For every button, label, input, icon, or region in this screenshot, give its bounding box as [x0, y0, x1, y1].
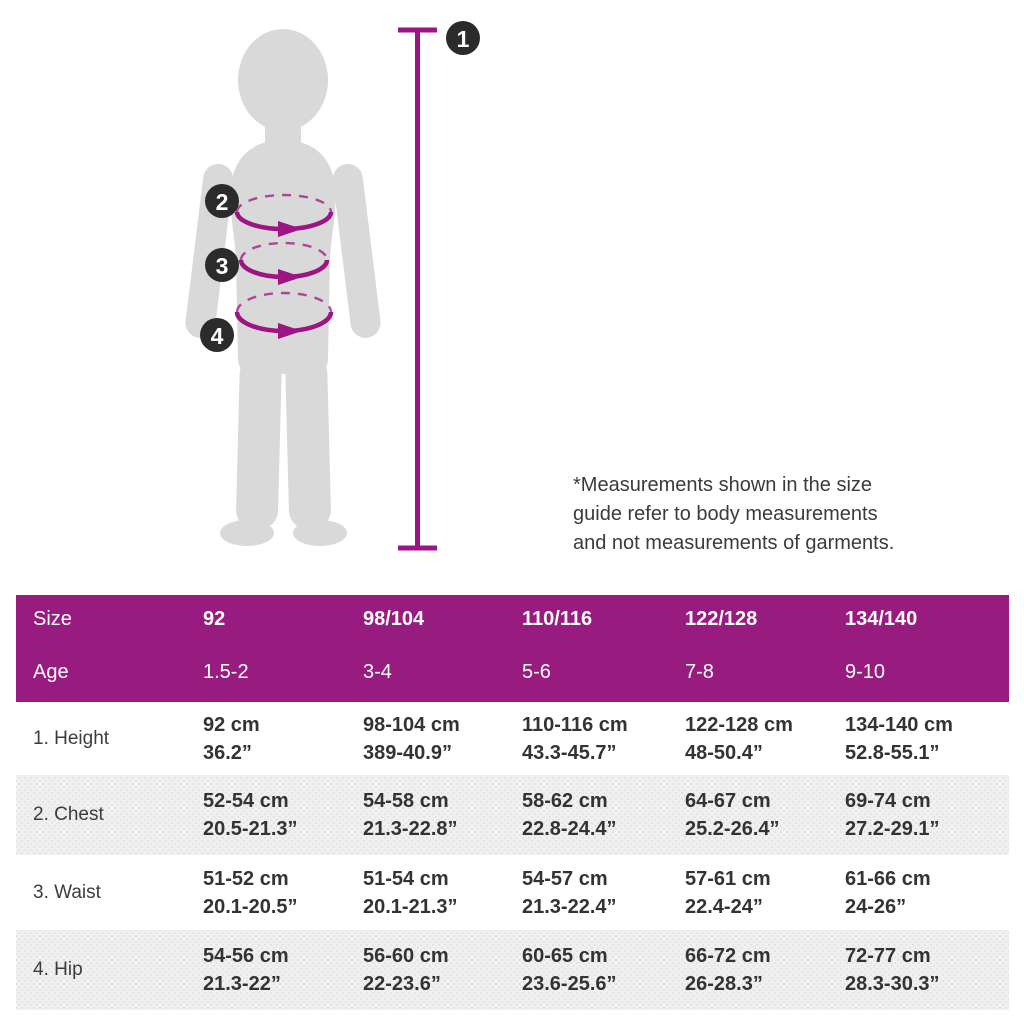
child-silhouette — [185, 29, 381, 546]
size-column-110-116: 110/116 — [522, 608, 593, 630]
table-row-height: 1. Height 92 cm 36.2” 98-104 cm 389-40.9… — [16, 702, 1009, 775]
chest-girth-indicator — [234, 193, 334, 237]
height-measure-line — [398, 27, 437, 551]
age-value: 7-8 — [685, 661, 714, 683]
height-cell: 134-140 cm 52.8-55.1” — [845, 713, 953, 764]
marker-3-waist-badge: 3 — [205, 248, 239, 282]
marker-1-height-badge: 1 — [446, 21, 480, 55]
marker-1-number: 1 — [457, 26, 470, 52]
size-guide-table: Size 92 98/104 110/116 122/128 134/140 A… — [16, 595, 1009, 1010]
marker-2-chest-badge: 2 — [205, 184, 239, 218]
size-column-98-104: 98/104 — [363, 608, 425, 630]
chest-cell: 64-67 cm 25.2-26.4” — [685, 790, 780, 840]
height-cell: 92 cm 36.2” — [203, 713, 260, 764]
marker-4-hip-badge: 4 — [200, 318, 234, 352]
waist-girth-indicator — [238, 241, 330, 285]
measurement-diagram: 1 2 3 4 — [185, 21, 480, 551]
disclaimer-line: guide refer to body measurements — [573, 503, 878, 525]
height-cell: 122-128 cm 48-50.4” — [685, 713, 793, 764]
row-label-chest: 2. Chest — [33, 804, 104, 825]
disclaimer-line: and not measurements of garments. — [573, 532, 895, 554]
hip-cell: 60-65 cm 23.6-25.6” — [522, 945, 617, 995]
waist-cell: 51-54 cm 20.1-21.3” — [363, 867, 458, 918]
hip-cell: 54-56 cm 21.3-22” — [203, 945, 289, 995]
marker-4-number: 4 — [211, 323, 224, 349]
table-row-waist: 3. Waist 51-52 cm 20.1-20.5” 51-54 cm 20… — [16, 855, 1009, 930]
age-value: 1.5-2 — [203, 661, 249, 683]
age-value: 9-10 — [845, 661, 886, 683]
age-value: 3-4 — [363, 661, 392, 683]
chest-cell: 54-58 cm 21.3-22.8” — [363, 790, 458, 840]
row-label-height: 1. Height — [33, 727, 110, 749]
chest-cell: 52-54 cm 20.5-21.3” — [203, 790, 298, 840]
waist-cell: 57-61 cm 22.4-24” — [685, 867, 771, 918]
header-size-row: Size 92 98/104 110/116 122/128 134/140 — [16, 608, 1009, 631]
marker-3-number: 3 — [216, 253, 229, 279]
measurements-disclaimer: *Measurements shown in the size guide re… — [573, 471, 973, 558]
size-header-label: Size — [33, 608, 72, 630]
hip-cell: 66-72 cm 26-28.3” — [685, 945, 771, 995]
age-header-label: Age — [33, 661, 69, 683]
waist-cell: 51-52 cm 20.1-20.5” — [203, 867, 298, 918]
waist-cell: 61-66 cm 24-26” — [845, 867, 931, 918]
disclaimer-line: *Measurements shown in the size — [573, 474, 873, 496]
size-column-122-128: 122/128 — [685, 608, 758, 630]
waist-cell: 54-57 cm 21.3-22.4” — [522, 867, 617, 918]
table-row-chest: 2. Chest 52-54 cm 20.5-21.3” 54-58 cm 21… — [16, 775, 1009, 855]
row-label-waist: 3. Waist — [33, 881, 101, 903]
size-column-92: 92 — [203, 608, 226, 630]
marker-2-number: 2 — [216, 189, 229, 215]
hip-girth-indicator — [234, 291, 334, 339]
table-header: Size 92 98/104 110/116 122/128 134/140 A… — [16, 595, 1009, 702]
chest-cell: 69-74 cm 27.2-29.1” — [845, 790, 940, 840]
table-row-hip: 4. Hip 54-56 cm 21.3-22” 56-60 cm 22-23.… — [16, 930, 1009, 1010]
height-cell: 110-116 cm 43.3-45.7” — [522, 713, 628, 764]
size-column-134-140: 134/140 — [845, 608, 918, 630]
hip-cell: 56-60 cm 22-23.6” — [363, 945, 449, 995]
row-label-hip: 4. Hip — [33, 959, 83, 980]
height-cell: 98-104 cm 389-40.9” — [363, 713, 460, 764]
hip-cell: 72-77 cm 28.3-30.3” — [845, 945, 940, 995]
header-age-row: Age 1.5-2 3-4 5-6 7-8 9-10 — [16, 661, 1009, 684]
age-value: 5-6 — [522, 661, 551, 683]
chest-cell: 58-62 cm 22.8-24.4” — [522, 790, 617, 840]
